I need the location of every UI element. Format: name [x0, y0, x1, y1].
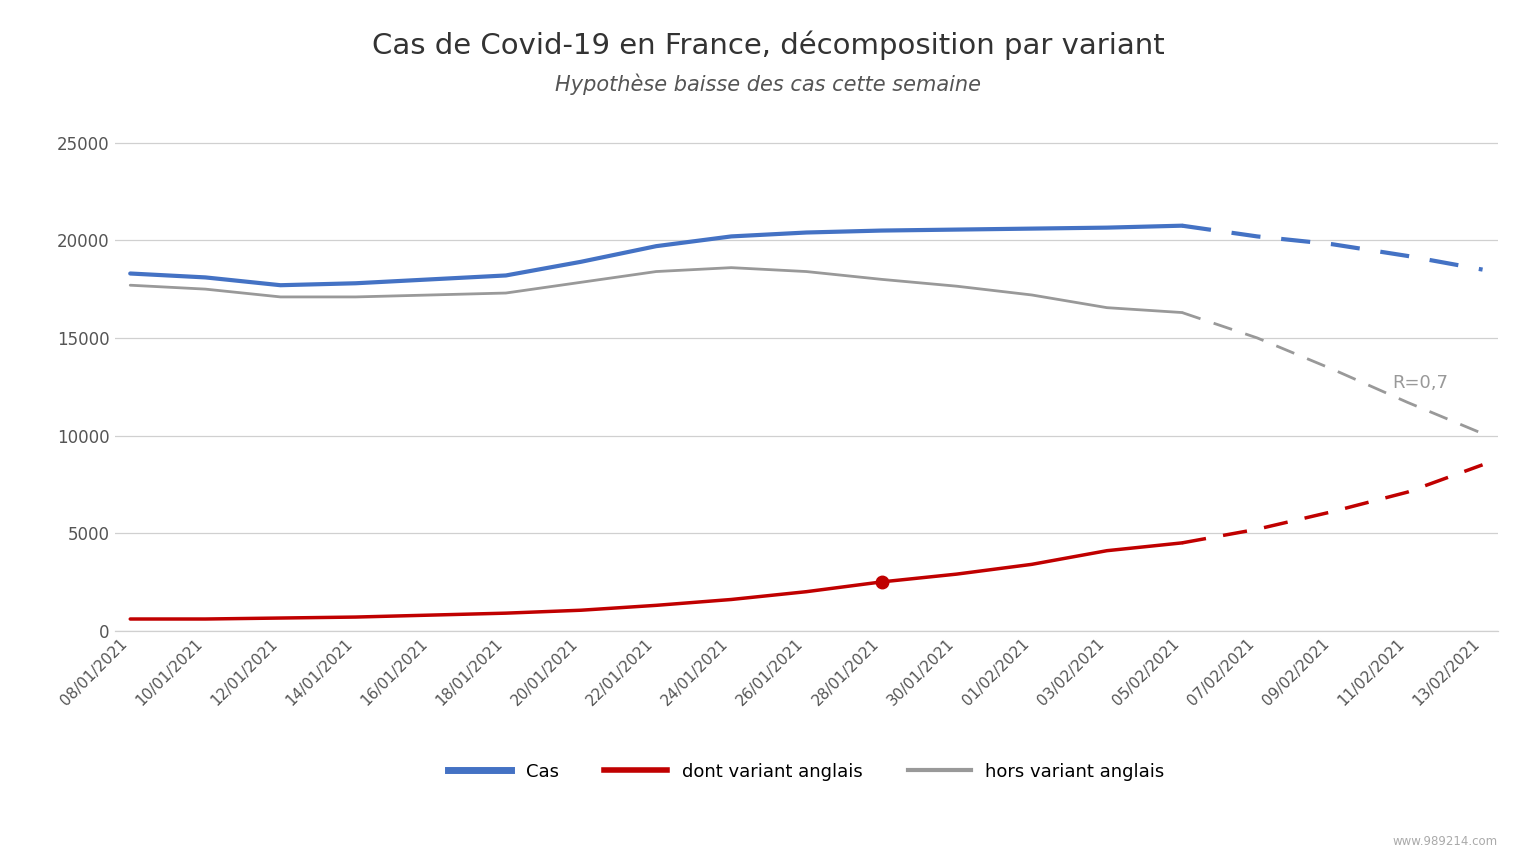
Legend: Cas, dont variant anglais, hors variant anglais: Cas, dont variant anglais, hors variant …: [439, 753, 1174, 791]
Text: Cas de Covid-19 en France, décomposition par variant: Cas de Covid-19 en France, décomposition…: [372, 30, 1164, 60]
Text: www.989214.com: www.989214.com: [1393, 835, 1498, 848]
Text: R=0,7: R=0,7: [1393, 374, 1448, 391]
Text: Hypothèse baisse des cas cette semaine: Hypothèse baisse des cas cette semaine: [554, 73, 982, 95]
